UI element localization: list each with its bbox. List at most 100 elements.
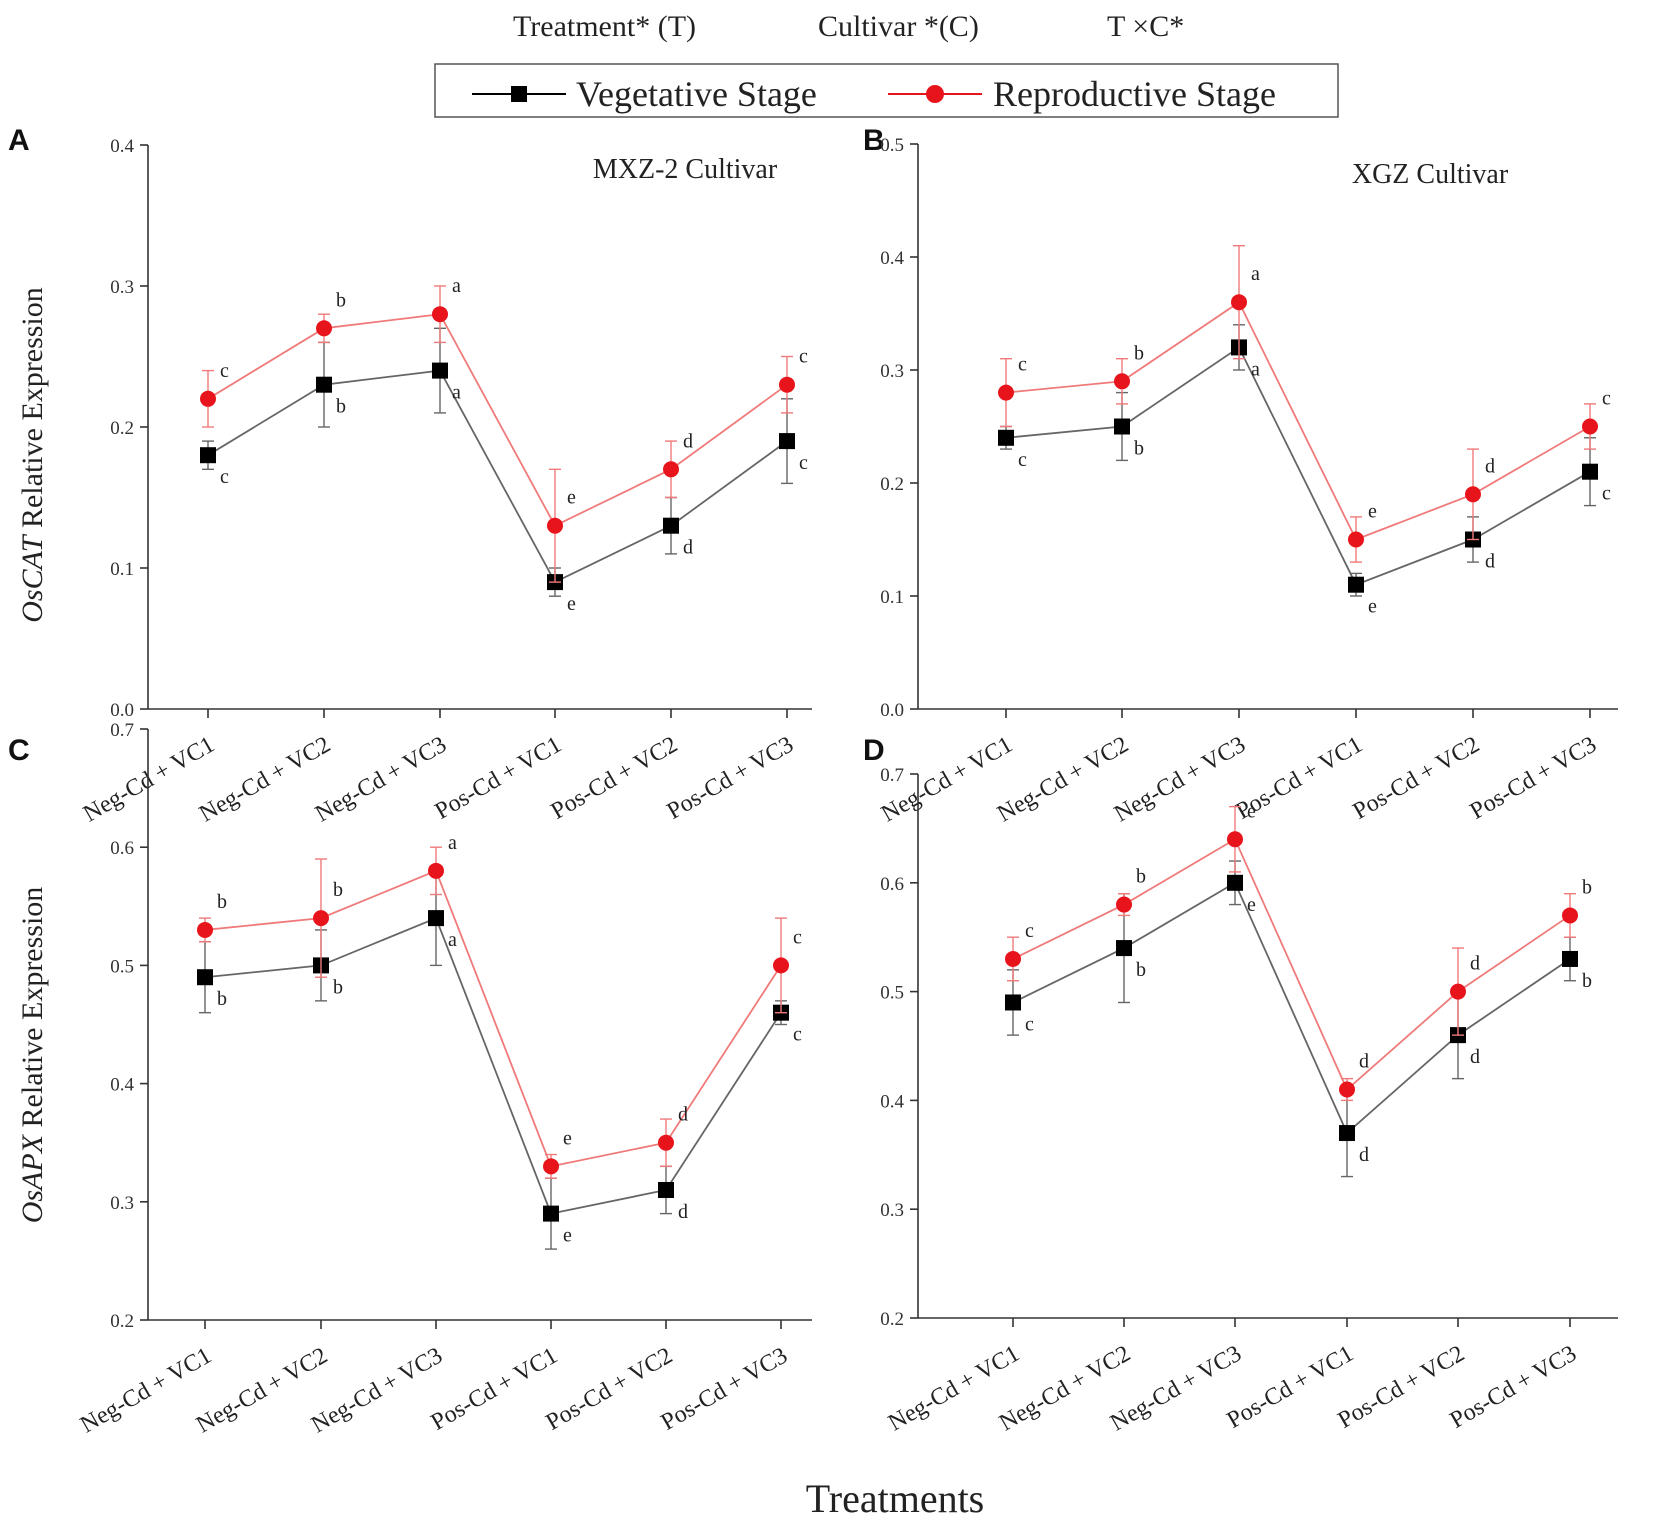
x-tick-label: Pos-Cd + VC2 xyxy=(1334,1341,1469,1434)
significance-letter: d xyxy=(683,537,693,559)
x-tick-label: Pos-Cd + VC3 xyxy=(657,1343,792,1436)
series-line xyxy=(1012,837,1571,1092)
series-line xyxy=(1005,346,1591,586)
panel-letter-c: C xyxy=(8,734,30,767)
data-point-square xyxy=(779,433,795,450)
x-tick-label: Neg-Cd + VC2 xyxy=(993,732,1133,828)
legend-box xyxy=(434,63,1339,118)
x-tick-label: Pos-Cd + VC1 xyxy=(427,1343,562,1436)
x-tick-label: Neg-Cd + VC1 xyxy=(79,732,219,828)
significance-letter: c xyxy=(1602,483,1611,505)
significance-letter: d xyxy=(1485,455,1495,477)
significance-letter: a xyxy=(448,929,457,951)
data-point-circle xyxy=(313,910,329,927)
data-point-circle xyxy=(1582,418,1598,435)
significance-letter: b xyxy=(336,396,346,418)
x-tick-label: Pos-Cd + VC2 xyxy=(542,1343,677,1436)
y-tick-label: 0.2 xyxy=(110,418,134,439)
y-title-top-rest: Relative Expression xyxy=(16,287,49,528)
y-tick-label: 0.5 xyxy=(880,983,904,1004)
x-tick-label: Pos-Cd + VC3 xyxy=(1446,1341,1581,1434)
data-point-circle xyxy=(1450,983,1466,1000)
data-point-circle xyxy=(200,390,216,407)
y-tick-label: 0.6 xyxy=(110,838,134,859)
data-point-square xyxy=(663,517,679,534)
significance-letter: b xyxy=(1136,866,1146,888)
data-point-square xyxy=(432,362,448,379)
significance-letter: c xyxy=(799,452,808,474)
y-tick-label: 0.2 xyxy=(110,1311,134,1332)
stat-cultivar: Cultivar *(C) xyxy=(818,10,979,43)
y-title-top-gene: OsCAT xyxy=(16,533,49,623)
series-vegetative: b b a e d c xyxy=(197,870,802,1250)
significance-letter: d xyxy=(1359,1051,1369,1073)
significance-letter: c xyxy=(793,1024,802,1046)
data-point-circle xyxy=(1348,531,1364,548)
x-tick-label: Pos-Cd + VC3 xyxy=(1466,732,1601,825)
significance-letter: b xyxy=(1582,876,1592,898)
y-tick-label: 0.4 xyxy=(880,248,904,269)
significance-letter: e xyxy=(563,1127,572,1149)
significance-letter: c xyxy=(1025,920,1034,942)
series-line xyxy=(207,369,788,584)
x-tick-label: Pos-Cd + VC2 xyxy=(1349,732,1484,825)
x-tick-label: Pos-Cd + VC3 xyxy=(663,732,798,825)
y-tick-label: 0.3 xyxy=(110,277,134,298)
y-tick-label: 0.7 xyxy=(110,720,134,741)
y-title-bottom-gene: OsAPX xyxy=(16,1133,49,1223)
data-point-circle xyxy=(1005,950,1021,967)
significance-letter: b xyxy=(217,891,227,913)
significance-letter: b xyxy=(333,976,343,998)
legend-vegetative-label: Vegetative Stage xyxy=(576,74,817,114)
y-tick-label: 0.4 xyxy=(110,1075,134,1096)
y-tick-label: 0.7 xyxy=(880,765,904,786)
significance-letter: b xyxy=(1134,438,1144,460)
y-tick-label: 0.3 xyxy=(880,361,904,382)
y-title-bottom-rest: Relative Expression xyxy=(16,887,49,1128)
significance-letter: c xyxy=(1602,388,1611,410)
y-tick-label: 0.0 xyxy=(880,700,904,721)
data-point-square xyxy=(658,1181,674,1198)
series-line xyxy=(1005,300,1591,541)
significance-letter: b xyxy=(336,289,346,311)
data-point-circle xyxy=(779,376,795,393)
panel-title: XGZ Cultivar xyxy=(1352,159,1509,190)
significance-letter: c xyxy=(799,346,808,368)
significance-letter: e xyxy=(1247,894,1256,916)
series-vegetative: c b a e d c xyxy=(200,327,808,615)
significance-letter: b xyxy=(1134,342,1144,364)
x-tick-label: Neg-Cd + VC2 xyxy=(195,732,335,828)
legend-vegetative-marker xyxy=(511,86,527,102)
data-point-circle xyxy=(1465,486,1481,503)
x-tick-label: Neg-Cd + VC3 xyxy=(311,732,451,828)
y-title-top: OsCAT Relative Expression xyxy=(16,287,49,623)
significance-letter: a xyxy=(452,382,461,404)
y-tick-label: 0.3 xyxy=(880,1200,904,1221)
significance-letter: d xyxy=(1359,1144,1369,1166)
data-point-circle xyxy=(432,306,448,323)
significance-letter: d xyxy=(678,1104,688,1126)
x-tick-label: Pos-Cd + VC1 xyxy=(431,732,566,825)
series-line xyxy=(204,869,782,1168)
data-point-circle xyxy=(773,957,789,974)
significance-letter: d xyxy=(1470,1046,1480,1068)
significance-letter: e xyxy=(563,1225,572,1247)
significance-letter: c xyxy=(1018,354,1027,376)
y-tick-label: 0.5 xyxy=(110,956,134,977)
panel-b: B XGZ Cultivar 0.0 0.1 0.2 0.3 0.4 0.5 Neg-Cd + … xyxy=(863,124,1618,827)
x-tick-label: Neg-Cd + VC3 xyxy=(307,1343,447,1439)
stat-treatment: Treatment* (T) xyxy=(513,10,696,43)
panels: A MXZ-2 Cultivar 0.0 0.1 0.2 0.3 0.4 Neg-Cd + V… xyxy=(8,124,1618,1438)
series-vegetative: c b e d d b xyxy=(1005,860,1592,1178)
data-point-circle xyxy=(543,1158,559,1175)
y-tick-label: 0.3 xyxy=(110,1193,134,1214)
significance-letter: d xyxy=(678,1201,688,1223)
panel-letter-b: B xyxy=(863,124,885,157)
stat-interaction: T ×C* xyxy=(1107,10,1184,43)
significance-letter: c xyxy=(1025,1013,1034,1035)
data-point-circle xyxy=(197,921,213,938)
x-tick-label: Neg-Cd + VC3 xyxy=(1110,732,1250,828)
significance-letter: b xyxy=(333,879,343,901)
series-line xyxy=(207,313,788,527)
